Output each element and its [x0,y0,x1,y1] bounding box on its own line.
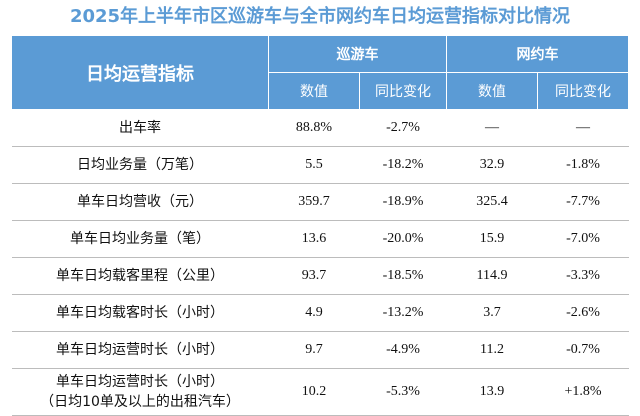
subheader-value: 数值 [446,72,538,110]
row-label-text: 单车日均营收（元） [77,194,203,210]
table-cell: 13.6 [268,220,360,258]
row-label-note: （日均10单及以上的出租汽车） [40,394,240,410]
table-row: 单车日均运营时长（小时） 9.7 -4.9% 11.2 -0.7% [11,331,629,369]
table-cell: 359.7 [268,183,360,221]
row-label-text: 单车日均运营时长（小时） [56,342,224,358]
table-row: 单车日均营收（元） 359.7 -18.9% 325.4 -7.7% [11,183,629,221]
row-label-text: 日均业务量（万笔） [77,157,203,173]
table-cell: — [446,109,538,147]
table-cell: 15.9 [446,220,538,258]
table-cell: -7.0% [537,220,629,258]
table-cell: 11.2 [446,331,538,369]
table-cell: -1.8% [537,146,629,184]
table-cell: -7.7% [537,183,629,221]
page-title: 2025年上半年市区巡游车与全市网约车日均运营指标对比情况 [69,6,571,27]
row-label: 日均业务量（万笔） [11,146,269,184]
row-label: 单车日均运营时长（小时） [11,331,269,369]
table-cell: -18.5% [359,257,447,295]
stats-table: 日均运营指标 巡游车 网约车 数值 同比变化 数值 同比变化 出车率 88.8%… [11,35,629,416]
subheader-value: 数值 [268,72,360,110]
table-cell: -18.9% [359,183,447,221]
table-row: 单车日均业务量（笔） 13.6 -20.0% 15.9 -7.0% [11,220,629,258]
metric-column-header: 日均运营指标 [11,35,269,110]
table-cell: -0.7% [537,331,629,369]
table-cell: 5.5 [268,146,360,184]
row-label-text: 单车日均业务量（笔） [70,231,210,247]
table-cell: 88.8% [268,109,360,147]
table-cell: 4.9 [268,294,360,332]
table-cell: -2.6% [537,294,629,332]
table-cell: — [537,109,629,147]
table-cell: +1.8% [537,368,629,416]
table-cell: -4.9% [359,331,447,369]
table-cell: -18.2% [359,146,447,184]
table-cell: -2.7% [359,109,447,147]
row-label: 单车日均营收（元） [11,183,269,221]
table-cell: -20.0% [359,220,447,258]
table-row: 单车日均运营时长（小时） （日均10单及以上的出租汽车） 10.2 -5.3% … [11,368,629,416]
table-cell: 9.7 [268,331,360,369]
row-label: 单车日均运营时长（小时） （日均10单及以上的出租汽车） [11,368,269,416]
subheader-yoy-change: 同比变化 [537,72,629,110]
row-label: 出车率 [11,109,269,147]
row-label: 单车日均载客里程（公里） [11,257,269,295]
table-cell: -5.3% [359,368,447,416]
table-cell: 32.9 [446,146,538,184]
group-header-ride-hailing: 网约车 [446,35,629,73]
group-header-cruise-taxi: 巡游车 [268,35,447,73]
table-cell: -13.2% [359,294,447,332]
table-row: 出车率 88.8% -2.7% — — [11,109,629,147]
table-cell: 93.7 [268,257,360,295]
table-row: 单车日均载客时长（小时） 4.9 -13.2% 3.7 -2.6% [11,294,629,332]
table-cell: 114.9 [446,257,538,295]
row-label-text: 单车日均运营时长（小时） [56,374,224,390]
table-cell: -3.3% [537,257,629,295]
row-label: 单车日均载客时长（小时） [11,294,269,332]
subheader-yoy-change: 同比变化 [359,72,447,110]
table-cell: 10.2 [268,368,360,416]
table-cell: 3.7 [446,294,538,332]
table-cell: 13.9 [446,368,538,416]
table-row: 单车日均载客里程（公里） 93.7 -18.5% 114.9 -3.3% [11,257,629,295]
row-label-text: 出车率 [119,120,161,136]
row-label: 单车日均业务量（笔） [11,220,269,258]
row-label-text: 单车日均载客里程（公里） [56,268,224,284]
table-cell: 325.4 [446,183,538,221]
row-label-text: 单车日均载客时长（小时） [56,305,224,321]
table-row: 日均业务量（万笔） 5.5 -18.2% 32.9 -1.8% [11,146,629,184]
